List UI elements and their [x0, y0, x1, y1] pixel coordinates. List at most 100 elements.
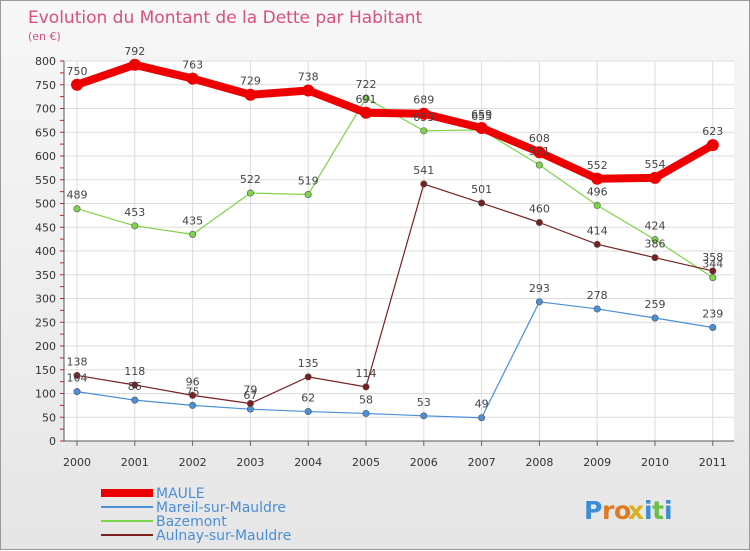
y-tick-label: 800: [35, 55, 56, 68]
data-point: [478, 199, 486, 207]
data-point: [651, 236, 659, 244]
chart-title: Evolution du Montant de la Dette par Hab…: [28, 8, 423, 28]
data-label: 460: [529, 203, 550, 216]
data-point: [593, 240, 601, 248]
data-label: 435: [182, 214, 203, 227]
data-label: 689: [413, 94, 434, 107]
data-point: [475, 121, 488, 134]
data-label: 114: [356, 367, 377, 380]
data-point: [131, 396, 139, 404]
data-point: [73, 205, 81, 213]
x-tick-label: 2008: [525, 456, 553, 469]
x-tick-label: 2004: [294, 456, 322, 469]
data-point: [131, 381, 139, 389]
data-label: 259: [645, 298, 666, 311]
data-label: 49: [475, 398, 489, 411]
y-tick-label: 100: [35, 388, 56, 401]
y-tick-label: 400: [35, 245, 56, 258]
data-label: 138: [67, 355, 88, 368]
data-point: [131, 222, 139, 230]
data-point: [709, 274, 717, 282]
y-tick-label: 700: [35, 103, 56, 116]
data-point: [706, 139, 719, 152]
data-point: [651, 314, 659, 322]
data-point: [189, 391, 197, 399]
series-line-3: [76, 183, 713, 405]
data-label: 691: [356, 93, 377, 106]
data-label: 293: [529, 282, 550, 295]
data-label: 104: [67, 372, 88, 385]
data-point: [709, 323, 717, 331]
data-label: 453: [124, 206, 145, 219]
data-point: [246, 399, 254, 407]
data-point: [186, 72, 199, 85]
data-point: [304, 408, 312, 416]
data-label: 62: [301, 392, 315, 405]
logo-letter: P: [584, 496, 602, 525]
data-point: [304, 190, 312, 198]
data-label: 653: [413, 111, 434, 124]
data-label: 278: [587, 289, 608, 302]
logo-letter: t: [652, 496, 664, 525]
y-tick-label: 550: [35, 174, 56, 187]
logo-letter: x: [628, 496, 644, 525]
data-label: 344: [702, 258, 723, 271]
data-point: [302, 84, 315, 97]
data-label: 424: [645, 220, 666, 233]
legend: MAULEMareil-sur-MauldreBazemontAulnay-su…: [101, 486, 291, 544]
y-tick-label: 500: [35, 198, 56, 211]
chart-subtitle: (en €): [28, 30, 61, 43]
data-point: [362, 383, 370, 391]
data-label: 659: [471, 108, 492, 121]
y-tick-label: 450: [35, 221, 56, 234]
data-label: 358: [702, 251, 723, 264]
legend-label: Mareil-sur-Mauldre: [156, 500, 286, 516]
data-point: [420, 412, 428, 420]
data-label: 623: [702, 125, 723, 138]
logo-letter: i: [664, 496, 673, 525]
data-label: 67: [243, 389, 257, 402]
data-label: 79: [243, 383, 257, 396]
data-point: [417, 107, 430, 120]
y-tick-label: 600: [35, 150, 56, 163]
x-tick-label: 2009: [583, 456, 611, 469]
data-label: 501: [471, 183, 492, 196]
data-point: [593, 201, 601, 209]
data-point: [246, 189, 254, 197]
data-label: 581: [529, 145, 550, 158]
data-point: [420, 127, 428, 135]
data-point: [591, 172, 604, 185]
data-label: 414: [587, 224, 608, 237]
x-tick-label: 2007: [468, 456, 496, 469]
data-point: [533, 146, 546, 159]
data-point: [304, 373, 312, 381]
data-point: [128, 58, 141, 71]
data-label: 96: [186, 375, 200, 388]
data-label: 554: [645, 158, 666, 171]
data-point: [709, 267, 717, 275]
series-line-1: [76, 301, 713, 419]
data-label: 86: [128, 380, 142, 393]
y-tick-label: 50: [42, 411, 56, 424]
data-label: 135: [298, 357, 319, 370]
data-label: 386: [645, 238, 666, 251]
data-point: [535, 298, 543, 306]
y-tick-label: 750: [35, 79, 56, 92]
gridlines: [64, 60, 734, 442]
data-point: [362, 409, 370, 417]
logo-letter: o: [614, 496, 631, 525]
x-tick-label: 2006: [410, 456, 438, 469]
legend-label: Bazemont: [156, 514, 227, 530]
y-tick-label: 0: [49, 435, 56, 448]
y-tick-label: 150: [35, 364, 56, 377]
data-label: 722: [356, 78, 377, 91]
series-group: [71, 58, 719, 422]
y-tick-label: 200: [35, 340, 56, 353]
data-label: 541: [413, 164, 434, 177]
data-label: 118: [124, 365, 145, 378]
data-label: 729: [240, 75, 261, 88]
data-label: 608: [529, 132, 550, 145]
